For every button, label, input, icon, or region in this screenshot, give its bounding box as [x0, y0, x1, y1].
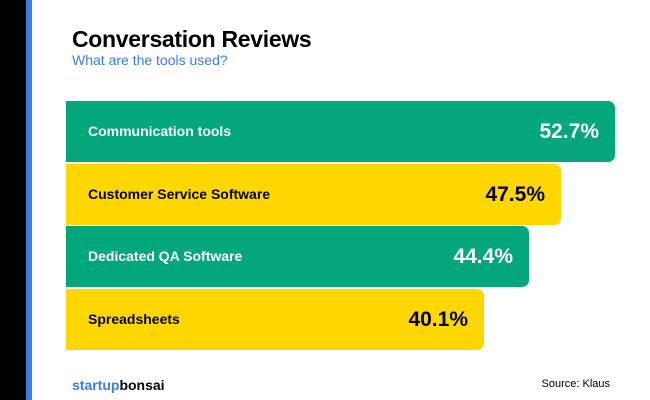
left-accent-strip	[26, 0, 32, 400]
bar-value-label: 40.1%	[408, 307, 468, 331]
bar-value-label: 44.4%	[453, 245, 513, 268]
bar-0: Communication tools 52.7%	[66, 101, 615, 162]
bar-category-label: Communication tools	[88, 123, 232, 139]
logo-part-startup: startup	[72, 377, 120, 393]
chart-subtitle: What are the tools used?	[72, 52, 228, 68]
bar-value-label: 52.7%	[539, 120, 599, 143]
startupbonsai-logo: startupbonsai	[72, 377, 165, 393]
chart-title: Conversation Reviews	[72, 26, 312, 52]
bar-category-label: Spreadsheets	[88, 310, 180, 327]
bar-category-label: Customer Service Software	[88, 185, 271, 202]
bar-category-label: Dedicated QA Software	[88, 248, 243, 264]
bar-value-label: 47.5%	[485, 182, 545, 206]
left-black-strip	[0, 0, 26, 400]
bar-1: Customer Service Software 47.5%	[66, 163, 561, 225]
logo-part-bonsai: bonsai	[119, 377, 165, 393]
bar-3: Spreadsheets 40.1%	[66, 288, 484, 350]
bar-2: Dedicated QA Software 44.4%	[66, 226, 529, 287]
source-note: Source: Klaus	[541, 378, 610, 390]
